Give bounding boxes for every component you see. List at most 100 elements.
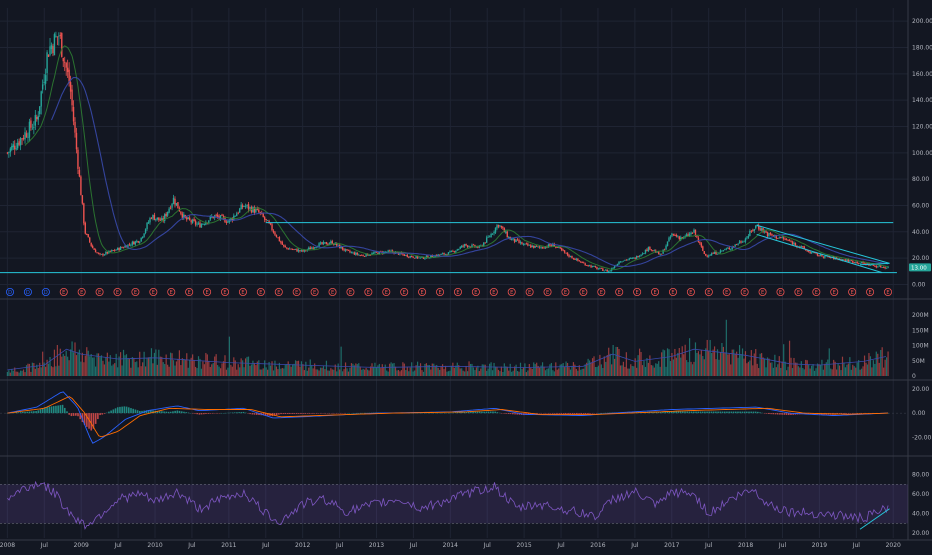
volume-bar[interactable] [663,350,664,376]
volume-bar[interactable] [133,358,134,376]
candle-body[interactable] [536,246,537,247]
volume-bar[interactable] [166,355,167,376]
volume-bar[interactable] [41,367,42,376]
volume-bar[interactable] [714,346,715,376]
candle-body[interactable] [132,242,133,245]
volume-bar[interactable] [873,360,874,376]
volume-bar[interactable] [596,367,597,376]
volume-bar[interactable] [667,348,668,376]
volume-bar[interactable] [177,359,178,376]
volume-bar[interactable] [626,352,627,376]
volume-bar[interactable] [495,367,496,376]
volume-bar[interactable] [124,355,125,376]
candle-body[interactable] [457,249,458,250]
candle-body[interactable] [564,250,565,252]
candle-body[interactable] [249,207,250,209]
volume-bar[interactable] [677,353,678,376]
volume-bar[interactable] [871,367,872,376]
candle-body[interactable] [158,217,159,220]
candle-body[interactable] [92,246,93,248]
candle-body[interactable] [105,252,106,254]
volume-bar[interactable] [45,367,46,376]
candle-body[interactable] [761,228,762,230]
earnings-marker[interactable]: E [114,288,121,296]
candle-body[interactable] [508,237,509,238]
earnings-marker[interactable]: E [705,288,712,296]
volume-bar[interactable] [483,365,484,376]
candle-body[interactable] [90,243,91,246]
candle-body[interactable] [637,256,638,257]
volume-bar[interactable] [20,371,21,376]
volume-bar[interactable] [171,353,172,376]
candle-body[interactable] [111,250,112,251]
volume-bar[interactable] [640,352,641,376]
volume-bar[interactable] [524,363,525,376]
volume-bar[interactable] [485,365,486,376]
volume-bar[interactable] [623,362,624,376]
volume-bar[interactable] [488,369,489,376]
volume-bar[interactable] [30,372,31,376]
volume-bar[interactable] [408,371,409,376]
volume-bar[interactable] [818,364,819,376]
volume-bar[interactable] [305,362,306,376]
candle-body[interactable] [668,238,669,242]
candle-body[interactable] [192,220,193,223]
candle-body[interactable] [58,36,59,37]
volume-bar[interactable] [321,368,322,376]
volume-bar[interactable] [736,352,737,376]
volume-bar[interactable] [833,360,834,376]
volume-bar[interactable] [646,358,647,376]
volume-bar[interactable] [345,362,346,376]
volume-bar[interactable] [551,363,552,376]
volume-bar[interactable] [339,369,340,376]
volume-bar[interactable] [94,357,95,376]
candle-body[interactable] [589,265,590,266]
candle-body[interactable] [354,253,355,255]
volume-bar[interactable] [329,371,330,376]
volume-bar[interactable] [139,352,140,376]
candle-body[interactable] [113,250,114,251]
candle-body[interactable] [180,211,181,213]
volume-bar[interactable] [13,371,14,376]
earnings-marker[interactable]: E [293,288,300,296]
volume-bar[interactable] [230,365,231,376]
volume-bar[interactable] [405,370,406,376]
volume-bar[interactable] [216,354,217,376]
candle-body[interactable] [492,234,493,235]
volume-bar[interactable] [648,363,649,376]
volume-bar[interactable] [293,364,294,376]
volume-bar[interactable] [420,363,421,376]
rsi-panel[interactable] [0,482,908,529]
volume-bar[interactable] [642,365,643,376]
volume-bar[interactable] [423,372,424,376]
candle-body[interactable] [460,247,461,249]
candle-body[interactable] [168,209,169,213]
volume-bar[interactable] [526,372,527,376]
earnings-marker[interactable]: E [204,288,211,296]
volume-bar[interactable] [199,359,200,376]
earnings-marker[interactable]: E [436,288,443,296]
candle-body[interactable] [793,243,794,245]
volume-bar[interactable] [295,360,296,376]
candle-body[interactable] [583,263,584,264]
candle-body[interactable] [349,251,350,252]
candle-body[interactable] [824,256,825,258]
candle-body[interactable] [746,238,747,239]
candle-body[interactable] [520,242,521,243]
dividend-marker[interactable]: D [24,288,31,296]
earnings-marker[interactable]: E [472,288,479,296]
volume-bar[interactable] [764,358,765,376]
volume-bar[interactable] [342,371,343,376]
candle-body[interactable] [157,217,158,219]
candle-body[interactable] [271,224,272,230]
volume-bar[interactable] [710,340,711,376]
volume-bar[interactable] [218,367,219,376]
volume-bar[interactable] [220,368,221,376]
candle-body[interactable] [524,244,525,245]
volume-bar[interactable] [70,349,71,376]
candle-body[interactable] [83,203,84,223]
volume-bar[interactable] [163,362,164,376]
earnings-marker[interactable]: E [884,288,891,296]
candle-body[interactable] [856,262,857,264]
earnings-marker[interactable]: E [401,288,408,296]
